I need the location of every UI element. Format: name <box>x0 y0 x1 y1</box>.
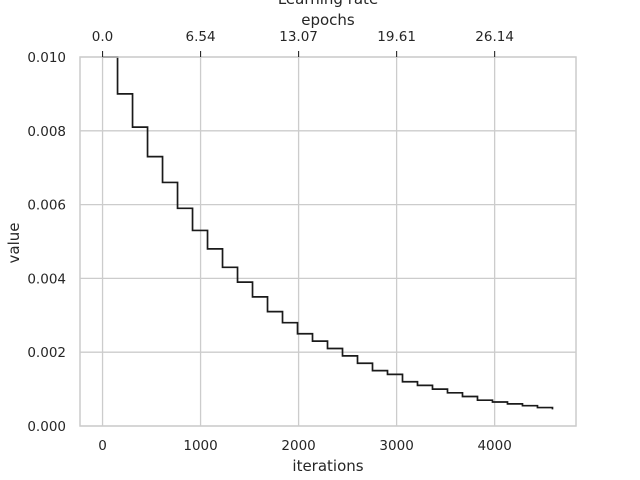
x-tick-label: 2000 <box>281 438 315 454</box>
y-tick-label: 0.010 <box>27 50 66 66</box>
plot-area <box>102 56 554 410</box>
x-tick-label: 1000 <box>183 438 217 454</box>
top-tick-label: 0.0 <box>92 29 113 45</box>
top-tick-label: 19.61 <box>377 29 416 45</box>
x-tick-label: 3000 <box>379 438 413 454</box>
plot-frame <box>79 56 577 427</box>
learning-rate-step-line <box>102 56 554 410</box>
top-tick-label: 6.54 <box>186 29 216 45</box>
y-axis-label: value <box>5 223 23 264</box>
x-tick-label: 4000 <box>477 438 511 454</box>
y-tick-label: 0.000 <box>27 419 66 435</box>
x-tick-label: 0 <box>98 438 107 454</box>
chart-title: Learning rate <box>278 0 378 8</box>
top-tick-label: 13.07 <box>279 29 318 45</box>
y-tick-label: 0.008 <box>27 124 66 140</box>
grid-lines <box>80 56 576 427</box>
y-tick-label: 0.002 <box>27 345 66 361</box>
secondary-x-axis-label: epochs <box>301 11 355 29</box>
y-tick-label: 0.004 <box>27 271 66 287</box>
top-tick-label: 26.14 <box>475 29 514 45</box>
y-tick-label: 0.006 <box>27 198 66 214</box>
x-axis-label: iterations <box>292 457 363 475</box>
axis-ticks: 0 1000 2000 3000 4000 0.0 6.54 13.07 19.61 26.14 0… <box>27 29 514 454</box>
